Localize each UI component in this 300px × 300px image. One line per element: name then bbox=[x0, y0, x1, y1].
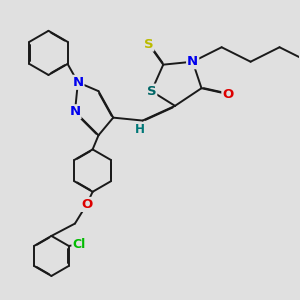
Text: N: N bbox=[187, 55, 198, 68]
Text: O: O bbox=[222, 88, 234, 100]
Text: S: S bbox=[144, 38, 153, 51]
Text: N: N bbox=[72, 76, 83, 89]
Text: N: N bbox=[69, 105, 80, 118]
Text: Cl: Cl bbox=[72, 238, 86, 251]
Text: S: S bbox=[147, 85, 156, 98]
Text: H: H bbox=[135, 123, 145, 136]
Text: O: O bbox=[81, 198, 92, 211]
